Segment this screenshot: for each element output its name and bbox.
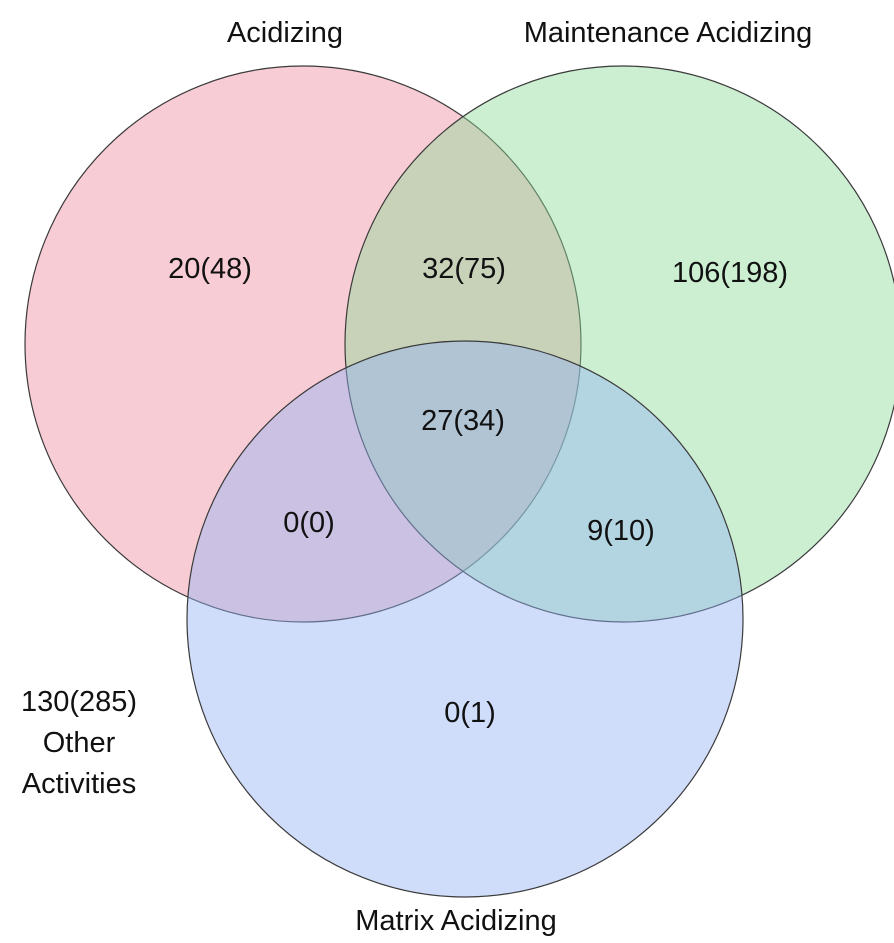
maintenance-acidizing-title: Maintenance Acidizing xyxy=(524,17,813,49)
matrix-acidizing-circle xyxy=(186,340,744,898)
all-three-count: 27(34) xyxy=(421,405,505,437)
acidizing-circle xyxy=(24,65,582,623)
maintenance-matrix-count: 9(10) xyxy=(587,515,655,547)
matrix-only-count: 0(1) xyxy=(444,697,496,729)
other-activities-label-line1: Other xyxy=(43,727,116,759)
acidizing-title: Acidizing xyxy=(227,17,343,49)
maintenance-acidizing-circle xyxy=(344,65,894,623)
other-activities-count: 130(285) xyxy=(21,686,137,718)
maintenance-only-count: 106(198) xyxy=(672,257,788,289)
matrix-acidizing-title: Matrix Acidizing xyxy=(355,905,556,937)
acidizing-matrix-count: 0(0) xyxy=(283,507,335,539)
acidizing-maintenance-count: 32(75) xyxy=(422,253,506,285)
acidizing-only-count: 20(48) xyxy=(168,253,252,285)
other-activities-label-line2: Activities xyxy=(22,768,136,800)
